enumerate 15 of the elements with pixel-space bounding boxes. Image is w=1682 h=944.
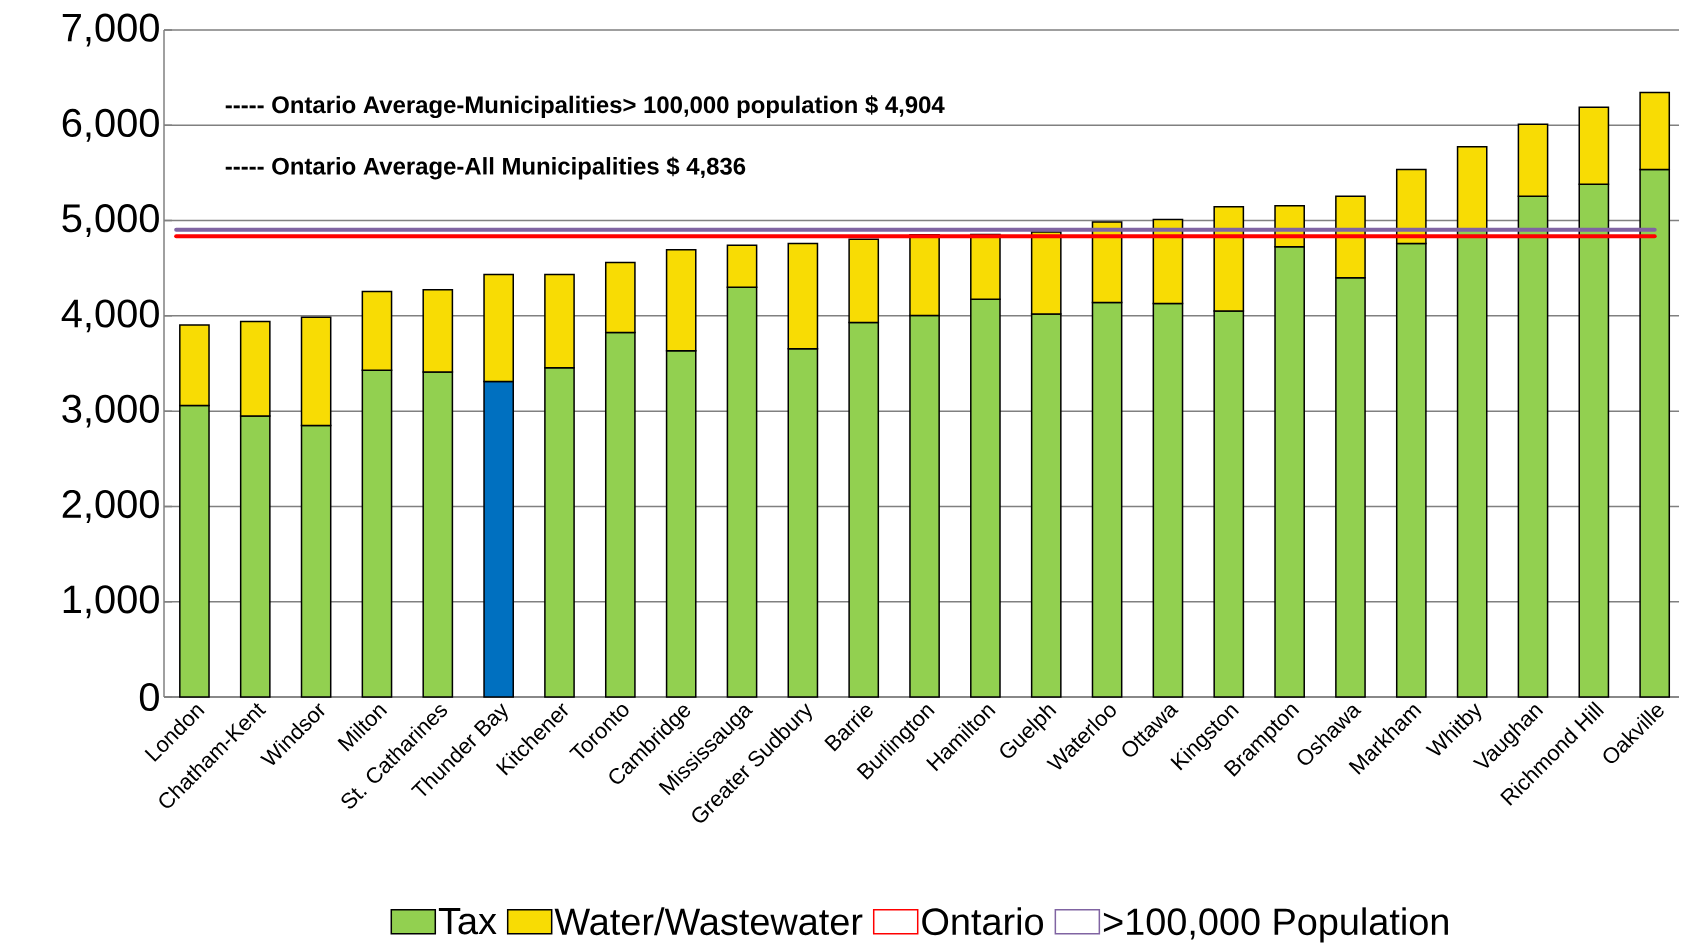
annotation: ----- Ontario Average-All Municipalities $ 4,836 bbox=[225, 156, 746, 180]
y-tick-label: 7,000 bbox=[62, 13, 159, 47]
bar bbox=[1456, 145, 1488, 231]
y-tick-label: 4,000 bbox=[61, 299, 159, 333]
y-tick-label: 1,000 bbox=[63, 585, 159, 619]
bar bbox=[1456, 229, 1488, 698]
legend-label: Ontario bbox=[922, 907, 1044, 936]
y-tick-label: 3,000 bbox=[62, 394, 159, 428]
legend-label: Water/Wastewater bbox=[554, 907, 863, 936]
y-tick-label: 5,000 bbox=[62, 204, 159, 238]
annotation: ----- Ontario Average-Municipalities> 100,000 population $ 4,904 bbox=[225, 95, 945, 119]
legend-label: >100,000 Population bbox=[1103, 907, 1448, 943]
y-tick-label: 6,000 bbox=[62, 108, 159, 142]
y-tick-label: 2,000 bbox=[62, 489, 159, 523]
legend-label: Tax bbox=[438, 908, 497, 935]
